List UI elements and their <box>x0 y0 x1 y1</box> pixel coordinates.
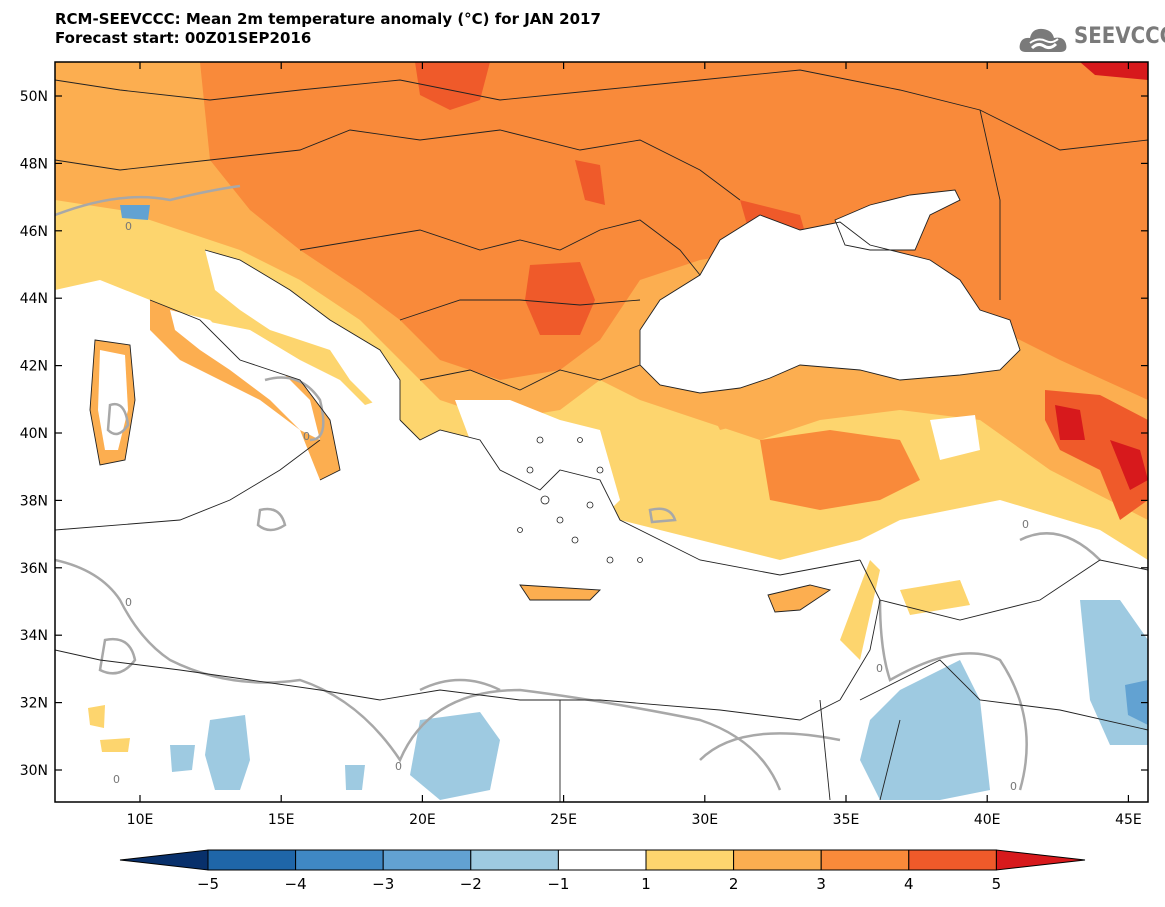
colorbar-segment <box>470 849 559 871</box>
lon-label: 20E <box>409 812 436 828</box>
contour-label: 0 <box>125 596 132 609</box>
lat-label: 32N <box>20 696 48 712</box>
lon-label: 10E <box>127 812 154 828</box>
map-title: RCM-SEEVCCC: Mean 2m temperature anomaly… <box>55 10 601 48</box>
lat-label: 34N <box>20 628 48 644</box>
colorbar-label: −5 <box>197 875 219 893</box>
sardinia-corsica-inner <box>98 350 128 450</box>
pos-patch <box>840 560 880 660</box>
longitude-axis: 10E 15E 20E 25E 30E 35E 40E 45E <box>127 62 1142 828</box>
neg-patch <box>860 660 990 800</box>
italy-white <box>170 310 320 440</box>
colorbar-segment <box>908 849 997 871</box>
title-line-2: Forecast start: 00Z01SEP2016 <box>55 29 312 47</box>
plot-frame <box>54 61 1149 803</box>
anomaly-field: 0 0 0 0 0 0 0 0 <box>55 62 1148 802</box>
lat-label: 36N <box>20 561 48 577</box>
aegean-sea <box>455 400 620 520</box>
colorbar-segment <box>645 849 735 871</box>
colorbar-label: −4 <box>285 875 307 893</box>
colorbar-right-arrow <box>995 849 1086 871</box>
lat-label: 42N <box>20 359 48 375</box>
cloud-logo-icon <box>1019 28 1067 52</box>
zero-contours <box>55 184 1101 791</box>
neg-patch <box>205 715 250 790</box>
lon-label: 15E <box>268 812 295 828</box>
band-patch <box>760 430 920 510</box>
colorbar-label: 5 <box>992 875 1002 893</box>
neg-patch <box>345 765 365 790</box>
lat-label: 38N <box>20 493 48 509</box>
band-patch <box>930 415 980 460</box>
lon-label: 30E <box>691 812 718 828</box>
contour-label: 0 <box>125 220 132 233</box>
lon-label: 45E <box>1115 812 1142 828</box>
colorbar-segment <box>382 849 472 871</box>
lat-label: 30N <box>20 763 48 779</box>
colorbar-label: −1 <box>547 875 569 893</box>
coastlines-borders <box>55 69 1148 802</box>
pos-patch <box>100 738 130 752</box>
mediterranean-sea <box>55 400 880 720</box>
hotspot <box>415 62 490 110</box>
band-patch <box>700 380 780 430</box>
latitude-axis: 50N 48N 46N 44N 42N 40N 38N 36N 34N 32N 30N <box>20 89 1148 779</box>
lat-label: 44N <box>20 291 48 307</box>
lat-label: 46N <box>20 224 48 240</box>
colorbar-segment <box>820 849 910 871</box>
colorbar-label: −2 <box>460 875 482 893</box>
hotspot <box>525 262 595 335</box>
adriatic-sea <box>205 250 400 420</box>
lat-label: 48N <box>20 156 48 172</box>
pos-patch <box>88 705 105 728</box>
colorbar: −5 −4 −3 −2 −1 1 2 3 4 5 <box>119 849 1086 893</box>
black-sea <box>640 215 1020 393</box>
lon-label: 25E <box>550 812 577 828</box>
colorbar-left-arrow <box>119 849 209 871</box>
pos-patch <box>900 580 970 615</box>
contour-label: 0 <box>303 430 310 443</box>
contour-label: 0 <box>395 760 402 773</box>
colorbar-segment <box>295 849 384 871</box>
neg-patch-strong <box>120 205 150 220</box>
contour-label: 0 <box>876 662 883 675</box>
hotspot <box>1080 62 1148 80</box>
colorbar-segment <box>207 849 297 871</box>
lat-label: 40N <box>20 426 48 442</box>
colorbar-label: 3 <box>816 875 826 893</box>
aegean-islands <box>517 436 643 564</box>
contour-label: 0 <box>1022 518 1029 531</box>
colorbar-label: 1 <box>641 875 651 893</box>
contour-label: 0 <box>113 773 120 786</box>
contour-labels: 0 0 0 0 0 0 0 0 <box>113 220 1029 793</box>
colorbar-segment <box>557 849 647 871</box>
contour-label: 0 <box>1010 780 1017 793</box>
colorbar-segment <box>733 849 822 871</box>
title-line-1: RCM-SEEVCCC: Mean 2m temperature anomaly… <box>55 10 601 28</box>
band-3-4 <box>200 62 1148 400</box>
hotspot <box>1110 440 1148 490</box>
lon-label: 35E <box>833 812 860 828</box>
lon-label: 40E <box>974 812 1001 828</box>
neg-patch <box>410 712 500 800</box>
logo-text: SEEVCCC <box>1074 24 1165 49</box>
crimea <box>835 190 960 250</box>
neg-patch-strong <box>1125 680 1148 725</box>
colorbar-label: 2 <box>729 875 739 893</box>
colorbar-label: −3 <box>372 875 394 893</box>
colorbar-label: 4 <box>904 875 914 893</box>
neg-patch <box>170 745 195 772</box>
seevccc-logo: SEEVCCC <box>1018 22 1165 58</box>
hotspot <box>1055 405 1085 440</box>
lat-label: 50N <box>20 89 48 105</box>
hotspot <box>575 160 605 205</box>
